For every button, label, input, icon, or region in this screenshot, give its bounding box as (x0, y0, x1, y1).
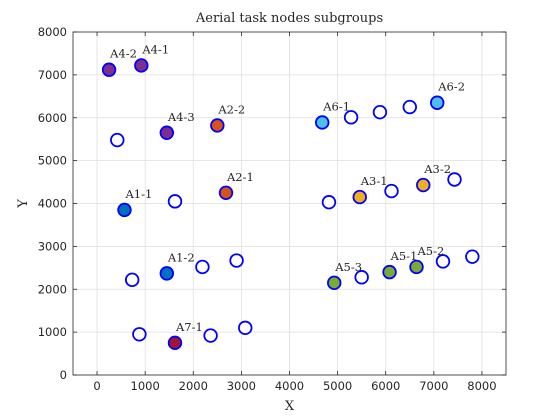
x-tick-label: 6000 (371, 379, 400, 393)
unassigned-node-point (384, 183, 399, 199)
unassigned-node-point (124, 272, 140, 288)
subgroup-node-point (167, 335, 183, 351)
subgroup-node-point (409, 259, 424, 275)
subgroup-node-point (352, 189, 367, 205)
subgroup-node-point (117, 202, 132, 218)
subgroup-node-point (315, 115, 330, 130)
y-tick-label: 1000 (38, 325, 67, 339)
subgroup-node-label: A1-1 (124, 187, 152, 201)
subgroup-node-point (382, 264, 397, 280)
x-tick-label: 4000 (275, 379, 304, 393)
x-tick-label: 2000 (179, 379, 208, 393)
grid-lines (73, 31, 506, 376)
unassigned-node-point (110, 132, 125, 148)
y-tick-label: 5000 (38, 154, 67, 168)
subgroup-node-label: A4-1 (141, 42, 169, 56)
x-tick-label: 3000 (227, 379, 256, 393)
subgroup-node-point (327, 275, 342, 291)
point-labels: A4-2 A4-1 A4-3 A2-2 A2-1 A1-1 A1-2 A7-1 A6-1 A6-2… (109, 42, 465, 333)
x-tick-label: 8000 (467, 379, 496, 393)
subgroup-node-point (101, 62, 117, 77)
subgroup-node-point (218, 185, 234, 200)
subgroup-node-label: A3-2 (423, 162, 451, 176)
data-points (101, 58, 480, 351)
subgroup-node-label: A1-2 (167, 250, 195, 264)
y-tick-label: 4000 (38, 197, 67, 211)
x-tick-label: 1000 (131, 379, 160, 393)
subgroup-node-label: A7-1 (175, 320, 203, 334)
unassigned-node-point (435, 254, 451, 269)
y-tick-label: 6000 (38, 111, 67, 125)
unassigned-node-point (167, 194, 183, 209)
y-tick-label: 3000 (38, 239, 67, 253)
subgroup-node-label: A6-1 (322, 99, 350, 113)
subgroup-node-point (416, 177, 431, 193)
unassigned-node-point (343, 110, 359, 125)
unassigned-node-point (447, 172, 462, 187)
unassigned-node-point (372, 104, 388, 120)
y-tick-label: 7000 (38, 68, 67, 82)
unassigned-node-point (238, 320, 253, 336)
subgroup-node-point (159, 125, 175, 140)
y-tick-label: 0 (60, 368, 67, 382)
subgroup-node-label: A4-3 (167, 110, 195, 124)
unassigned-node-point (132, 327, 147, 342)
unassigned-node-point (354, 270, 369, 285)
subgroup-node-label: A3-1 (360, 174, 388, 188)
subgroup-node-point (210, 118, 225, 133)
subgroup-node-label: A5-3 (334, 260, 362, 274)
x-tick-label: 7000 (419, 379, 448, 393)
subgroup-node-label: A2-2 (217, 102, 245, 116)
subgroup-node-label: A6-2 (437, 80, 465, 94)
x-tick-label: 5000 (323, 379, 352, 393)
y-tick-label: 2000 (38, 282, 67, 296)
unassigned-node-point (465, 249, 480, 264)
unassigned-node-point (195, 259, 210, 275)
subgroup-node-label: A2-1 (226, 170, 254, 184)
axis-ticks: 0 1000 2000 3000 4000 5000 6000 7000 8000 0 1000 20… (38, 25, 506, 393)
subgroup-node-label: A4-2 (109, 47, 137, 61)
unassigned-node-point (229, 253, 244, 268)
unassigned-node-point (321, 195, 337, 210)
subgroup-node-label: A5-1 (390, 249, 418, 263)
unassigned-node-point (203, 328, 218, 343)
y-axis-label: Y (16, 199, 31, 209)
subgroup-node-point (134, 58, 149, 73)
unassigned-node-point (402, 99, 417, 115)
y-tick-label: 8000 (38, 25, 67, 39)
subgroup-node-label: A5-2 (417, 244, 445, 258)
subgroup-node-point (159, 266, 175, 281)
x-tick-label: 0 (93, 379, 100, 393)
chart-title: Aerial task nodes subgroups (195, 11, 383, 26)
x-axis-label: X (285, 399, 295, 414)
subgroup-node-point (430, 95, 445, 110)
